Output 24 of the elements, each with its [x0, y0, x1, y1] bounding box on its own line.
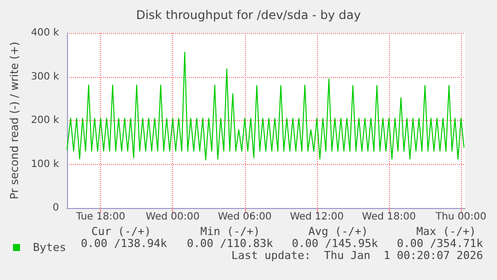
- text: Last update: Thu Jan 1 00:20:07 2026: [231, 249, 484, 262]
- x-tick-label: Wed 00:00: [146, 212, 200, 222]
- y-tick-label: 200 k: [30, 115, 60, 126]
- y-tick-label: 0: [52, 202, 59, 214]
- text: 0.00 /138.94k: [80, 237, 168, 250]
- x-tick-label: Thu 00:00: [434, 212, 486, 222]
- text: 0.00 /354.71k: [396, 237, 484, 250]
- text: Cur (-/+): [91, 225, 152, 238]
- x-tick-label: Tue 18:00: [75, 212, 126, 222]
- text: Max (-/+): [416, 225, 476, 238]
- y-tick-label: 100 k: [30, 158, 60, 170]
- y-tick-label: 300 k: [30, 71, 60, 82]
- legend-label: Bytes: [33, 241, 66, 254]
- y-axis-title: Pr second read (-) / write (+): [8, 42, 22, 200]
- x-tick-label: Wed 06:00: [218, 212, 272, 222]
- text: Min (-/+): [200, 225, 260, 238]
- x-tick-label: Wed 18:00: [362, 212, 416, 222]
- y-tick-label: 400 k: [30, 28, 60, 38]
- line-series: [66, 52, 464, 160]
- text: 0.00 /145.95k: [292, 237, 378, 250]
- x-tick-label: Wed 12:00: [290, 212, 344, 222]
- text: Avg (-/+): [308, 225, 368, 238]
- text: 0.00 /110.83k: [186, 237, 274, 250]
- chart-title: Disk throughput for /dev/sda - by day: [136, 8, 361, 22]
